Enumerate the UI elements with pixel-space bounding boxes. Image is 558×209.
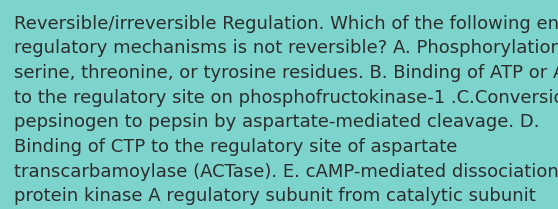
Text: pepsinogen to pepsin by aspartate-mediated cleavage. D.: pepsinogen to pepsin by aspartate-mediat… [14, 113, 540, 131]
Text: to the regulatory site on phosphofructokinase-1 .C.Conversion of: to the regulatory site on phosphofructok… [14, 89, 558, 107]
Text: serine, threonine, or tyrosine residues. B. Binding of ATP or ADP: serine, threonine, or tyrosine residues.… [14, 64, 558, 82]
Text: regulatory mechanisms is not reversible? A. Phosphorylation of: regulatory mechanisms is not reversible?… [14, 39, 558, 57]
Text: transcarbamoylase (ACTase). E. cAMP-mediated dissociation of: transcarbamoylase (ACTase). E. cAMP-medi… [14, 163, 558, 181]
Text: Reversible/irreversible Regulation. Which of the following enzyme: Reversible/irreversible Regulation. Whic… [14, 15, 558, 33]
Text: Binding of CTP to the regulatory site of aspartate: Binding of CTP to the regulatory site of… [14, 138, 458, 156]
Text: protein kinase A regulatory subunit from catalytic subunit: protein kinase A regulatory subunit from… [14, 187, 536, 205]
